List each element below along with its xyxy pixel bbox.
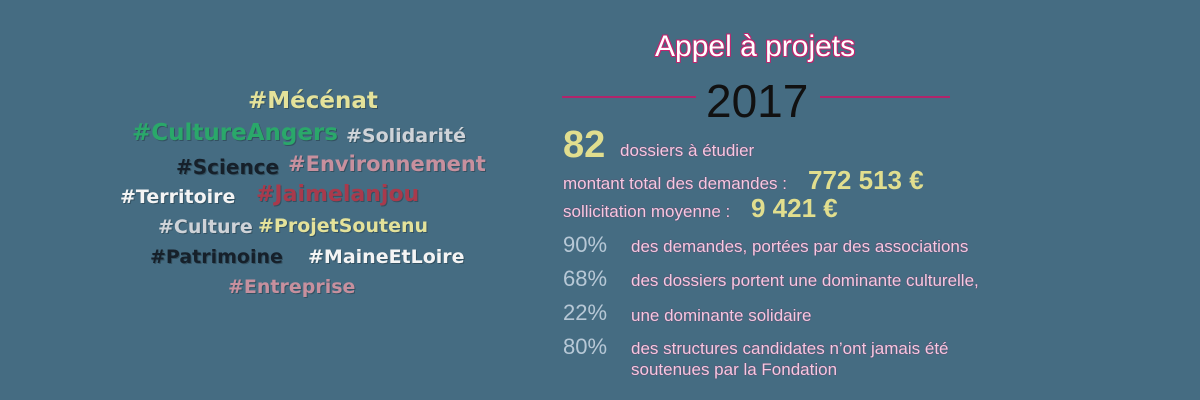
dossiers-label: dossiers à étudier [620, 141, 755, 160]
divider-right [820, 96, 950, 98]
tag-projetsoutenu: #ProjetSoutenu [258, 215, 429, 237]
year-label: 2017 [706, 75, 809, 127]
tag-patrimoine: #Patrimoine [150, 246, 283, 268]
total-value: 772 513 € [808, 165, 924, 195]
page-title: Appel à projets [655, 30, 856, 63]
tag-entreprise: #Entreprise [228, 276, 356, 298]
stat-text: des demandes, portées par des associatio… [631, 237, 969, 256]
tag-science: #Science [176, 155, 280, 179]
stat-pct: 22% [563, 300, 608, 325]
dossiers-count: 82 [563, 124, 606, 166]
tag-culture: #Culture [158, 216, 253, 238]
tag-maineetloire: #MaineEtLoire [308, 246, 465, 268]
divider-left [562, 96, 696, 98]
tag-cultureangers: #CultureAngers [132, 120, 338, 146]
tag-territoire: #Territoire [120, 186, 236, 208]
total-label: montant total des demandes : [563, 174, 787, 193]
stat-text: des structures candidates n’ont jamais é… [631, 339, 949, 379]
stat-pct: 68% [563, 266, 608, 291]
stat-text: une dominante solidaire [631, 306, 812, 325]
moyenne-label: sollicitation moyenne : [563, 202, 731, 221]
stat-pct: 80% [563, 334, 608, 359]
moyenne-value: 9 421 € [751, 193, 838, 223]
tag-solidarite: #Solidarité [346, 125, 466, 147]
stat-text: des dossiers portent une dominante cultu… [631, 271, 979, 290]
tag-mecenat: #Mécénat [248, 88, 378, 114]
stat-pct: 90% [563, 232, 608, 257]
tag-jaimelanjou: #Jaimelanjou [256, 182, 420, 207]
tag-environnement: #Environnement [288, 152, 486, 176]
